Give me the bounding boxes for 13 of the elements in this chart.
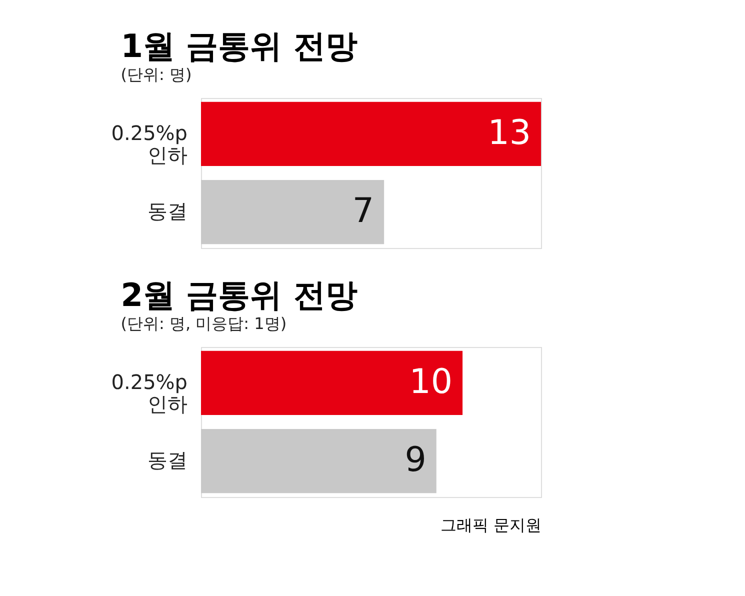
chart-title: 2월 금통위 전망 [120, 276, 358, 314]
chart-subtitle: (단위: 명) [120, 65, 192, 84]
text: 그래픽 문지원 [440, 516, 542, 534]
y-tick-label: 동결 [148, 448, 188, 472]
data-label: 10 [409, 362, 453, 402]
chart-subtitle: (단위: 명, 미응답: 1명) [120, 314, 287, 333]
data-label: 13 [488, 112, 531, 153]
y-tick-label: 동결 [148, 199, 188, 224]
chart-title: 1월 금통위 전망 [120, 27, 358, 65]
y-tick-label: 0.25%p 인하 [111, 370, 188, 416]
y-tick-label: 0.25%p 인하 [111, 120, 188, 167]
data-label: 7 [352, 191, 374, 232]
data-label: 9 [404, 440, 426, 480]
